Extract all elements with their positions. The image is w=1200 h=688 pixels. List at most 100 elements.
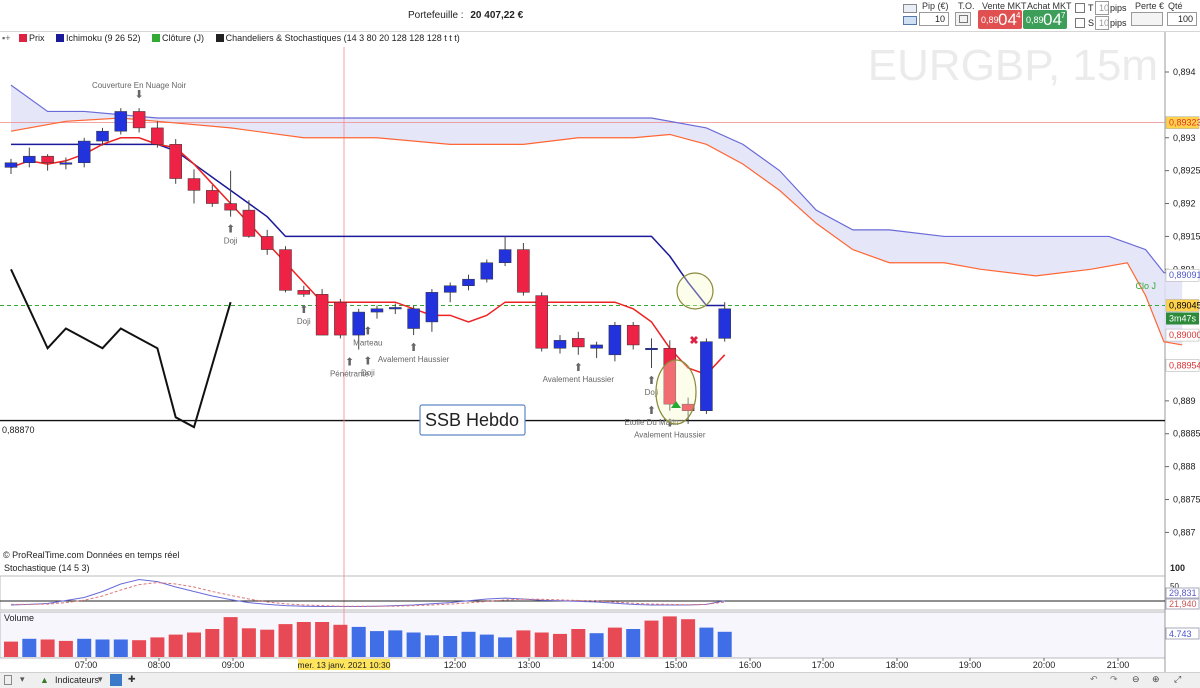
crosshair-time-label: mer. 13 janv. 2021 10:30 <box>298 660 391 670</box>
indicators-button[interactable]: Indicateurs <box>55 675 100 685</box>
volume-bar <box>260 629 275 657</box>
zoom-out-icon[interactable]: ⊖ <box>1132 674 1140 684</box>
indicators-dropdown-icon[interactable]: ▾ <box>98 674 103 684</box>
crosshair-icon[interactable]: ✚ <box>128 674 136 684</box>
y-tick-label: 0,8925 <box>1173 166 1200 176</box>
y-tick-label: 0,887 <box>1173 527 1196 537</box>
legend-patterns[interactable]: Chandeliers & Stochastiques (14 3 80 20 … <box>213 33 463 43</box>
x-tick-label: 08:00 <box>148 660 171 670</box>
legend-ichimoku[interactable]: Ichimoku (9 26 52) <box>53 33 144 43</box>
stop-pips-label: pips <box>1110 18 1127 28</box>
candle-body <box>425 292 439 323</box>
y-tick-label: 0,894 <box>1173 67 1196 77</box>
target-checkbox[interactable] <box>1075 3 1085 13</box>
undo-icon[interactable]: ↶ <box>1090 674 1098 684</box>
bottom-toolbar: ▾ ▲ Indicateurs ▾ ✚ ↶ ↷ ⊖ ⊕ ⤢ <box>0 672 1200 688</box>
to-button[interactable] <box>955 12 971 26</box>
candle-body <box>96 130 109 142</box>
kijun-sen <box>11 143 725 307</box>
close-color-icon <box>152 34 161 42</box>
buy-price-prefix: 0,89 <box>1026 15 1044 25</box>
pattern-label: Doji <box>645 388 659 397</box>
pattern-arrow-icon: ⬆ <box>647 375 656 387</box>
layout-icon[interactable] <box>4 675 12 685</box>
candle-body <box>41 155 54 164</box>
volume-bar <box>717 631 732 657</box>
volume-title: Volume <box>4 613 35 623</box>
zoom-in-icon[interactable]: ⊕ <box>1152 674 1160 684</box>
volume-bar <box>699 627 714 657</box>
qty-input[interactable]: 100 <box>1167 12 1197 26</box>
price-tags: 0,89323 0,89091 0,89045 0,89000 0,88954 3m47s <box>1165 116 1200 372</box>
candle-body <box>663 347 677 405</box>
stop-label: S <box>1088 18 1095 28</box>
chikou-span <box>10 268 232 429</box>
buy-price-sup: 7 <box>1061 11 1066 20</box>
chart-area[interactable]: EURGBP, 15m 0,8940,8930,89250,8920,89150… <box>0 0 1200 672</box>
y-tick-label: 0,8875 <box>1173 495 1200 505</box>
calc-icon[interactable] <box>903 4 917 13</box>
fit-icon[interactable]: ⤢ <box>1174 674 1182 684</box>
legend-price[interactable]: Prix <box>16 33 48 43</box>
pattern-arrow-icon: ⬆ <box>574 362 583 374</box>
volume-bar <box>424 635 439 657</box>
candle-body <box>608 324 622 356</box>
pattern-arrow-icon: ⬆ <box>409 342 418 354</box>
support-level-label: 0,88870 <box>2 425 35 435</box>
x-tick-label: 14:00 <box>592 660 615 670</box>
x-tick-label: 12:00 <box>444 660 467 670</box>
sell-market-button[interactable]: 0,89 04 4 <box>978 10 1022 29</box>
buy-market-button[interactable]: 0,89 04 7 <box>1023 10 1067 29</box>
x-tick-label: 13:00 <box>518 660 541 670</box>
pattern-arrow-icon: ⬆ <box>363 356 372 368</box>
senkou-span-a <box>10 117 1183 346</box>
volume-bar <box>662 616 677 657</box>
x-tick-label: 18:00 <box>886 660 909 670</box>
share-icon[interactable] <box>110 674 122 686</box>
volume-bar <box>4 641 18 657</box>
countdown-box <box>1166 312 1199 325</box>
pattern-arrow-icon: ⬆ <box>665 418 674 430</box>
order-icon <box>959 15 968 23</box>
volume-bar <box>626 629 641 657</box>
stop-pips-input[interactable]: 10 <box>1095 16 1109 30</box>
candle-body <box>315 294 329 336</box>
x-tick-label: 17:00 <box>812 660 835 670</box>
portfolio: Portefeuille : 20 407,22 € <box>408 10 523 21</box>
tenkan-sen <box>10 137 726 376</box>
stop-checkbox[interactable] <box>1075 18 1085 28</box>
close-line-label: Clo J <box>1135 281 1156 291</box>
candle-body <box>517 249 530 293</box>
volume-bar <box>150 637 165 657</box>
patterns-color-icon <box>215 34 224 42</box>
legend-close[interactable]: Clôture (J) <box>149 33 207 43</box>
pattern-arrow-icon: ⬆ <box>647 405 656 417</box>
x-tick-label: 20:00 <box>1033 660 1056 670</box>
dropdown-icon[interactable]: ▾ <box>20 674 25 684</box>
x-tick-label: 19:00 <box>959 660 982 670</box>
pip-input[interactable]: 10 <box>919 12 949 26</box>
target-pips-input[interactable]: 10 <box>1095 1 1109 15</box>
plus-icon[interactable]: ▪+ <box>2 33 11 43</box>
keyboard-icon[interactable] <box>903 16 917 25</box>
buy-price-main: 04 <box>1043 10 1062 29</box>
pattern-label: Pénétrante <box>330 370 370 379</box>
candle-body <box>407 308 420 329</box>
x-tick-label: 09:00 <box>222 660 245 670</box>
pattern-label: Avalement Haussier <box>634 431 706 440</box>
volume-bar <box>132 640 147 657</box>
loss-input[interactable] <box>1131 12 1163 26</box>
volume-bar <box>315 622 330 657</box>
pattern-arrow-icon: ⬇ <box>134 89 143 101</box>
candle-body <box>224 203 237 211</box>
y-tick-label: 0,8915 <box>1173 231 1200 241</box>
volume-bar <box>187 632 201 657</box>
redo-icon[interactable]: ↷ <box>1110 674 1118 684</box>
pattern-label: Couverture En Nuage Noir <box>92 81 187 90</box>
volume-bar <box>553 633 567 657</box>
volume-bar <box>406 632 421 657</box>
target-pips-label: pips <box>1110 3 1127 13</box>
candle-body <box>443 285 457 293</box>
volume-bar <box>95 639 110 657</box>
y-tick-label: 0,889 <box>1173 396 1196 406</box>
